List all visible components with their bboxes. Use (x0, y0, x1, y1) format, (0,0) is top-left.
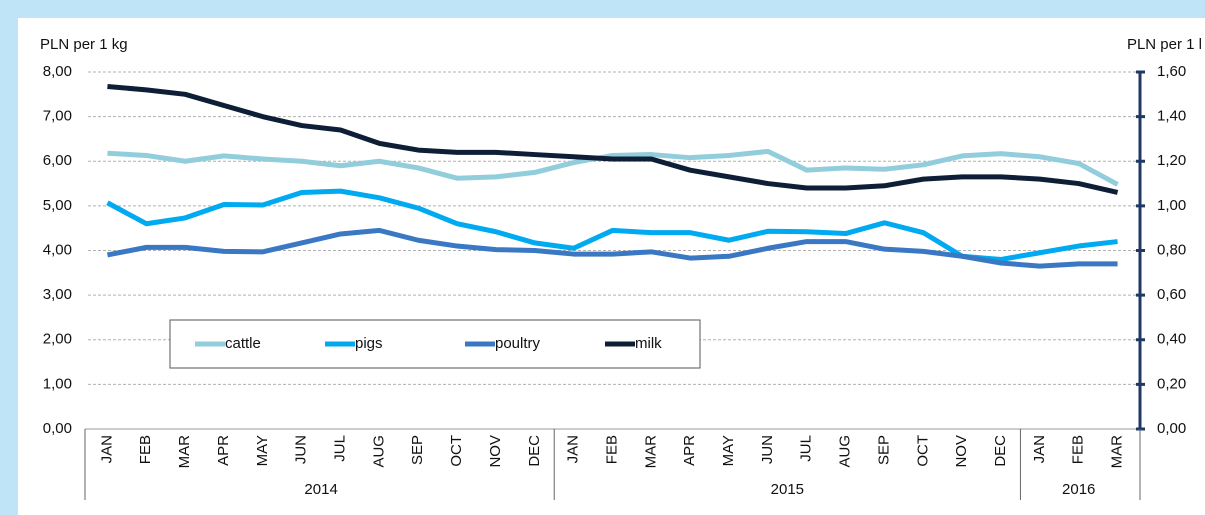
x-tick-label: JUL (332, 435, 349, 462)
x-tick-label: NOV (953, 435, 970, 468)
y2-tick-label: 0,40 (1157, 331, 1186, 348)
x-tick-label: MAR (1109, 435, 1126, 469)
x-tick-label: FEB (603, 435, 620, 464)
legend-label: poultry (495, 335, 541, 352)
y2-tick-label: 1,60 (1157, 63, 1186, 80)
x-group-label: 2015 (771, 481, 804, 498)
legend: cattle pigs poultry milk (169, 319, 701, 369)
y2-tick-label: 1,00 (1157, 197, 1186, 214)
x-tick-label: MAY (720, 435, 737, 466)
x-tick-label: AUG (837, 435, 854, 468)
legend-label: cattle (225, 335, 261, 352)
x-tick-label: FEB (1070, 435, 1087, 464)
x-tick-label: OCT (448, 435, 465, 467)
y-tick-label: 2,00 (43, 331, 72, 348)
legend-label: pigs (355, 335, 383, 352)
x-group-label: 2016 (1062, 481, 1095, 498)
x-tick-label: OCT (914, 435, 931, 467)
x-tick-label: DEC (526, 435, 543, 467)
x-group-label: 2014 (304, 481, 337, 498)
x-tick-label: SEP (875, 435, 892, 465)
y-tick-label: 5,00 (43, 197, 72, 214)
x-tick-label: JAN (1031, 435, 1048, 463)
y-tick-label: 0,00 (43, 420, 72, 437)
y-tick-label: 8,00 (43, 63, 72, 80)
y2-tick-label: 0,20 (1157, 375, 1186, 392)
series-line (106, 227, 1118, 269)
x-tick-label: AUG (370, 435, 387, 468)
series-line (106, 188, 1118, 262)
x-tick-label: JUN (759, 435, 776, 464)
y2-tick-label: 1,20 (1157, 152, 1186, 169)
x-tick-label: FEB (137, 435, 154, 464)
x-tick-label: NOV (487, 435, 504, 468)
y2-tick-label: 0,00 (1157, 420, 1186, 437)
x-tick-label: MAR (176, 435, 193, 469)
y-tick-label: 6,00 (43, 152, 72, 169)
y2-axis-label: PLN per 1 l (1127, 36, 1202, 53)
y-axis-label: PLN per 1 kg (40, 36, 128, 53)
x-tick-label: JAN (565, 435, 582, 463)
y-tick-label: 3,00 (43, 286, 72, 303)
y-tick-label: 4,00 (43, 241, 72, 258)
y-tick-label: 1,00 (43, 375, 72, 392)
y2-tick-label: 0,80 (1157, 241, 1186, 258)
y2-tick-label: 1,40 (1157, 108, 1186, 125)
x-tick-label: APR (215, 435, 232, 466)
x-tick-label: JUN (293, 435, 310, 464)
y-tick-label: 7,00 (43, 108, 72, 125)
x-tick-label: JUL (798, 435, 815, 462)
x-tick-label: MAR (642, 435, 659, 469)
legend-label: milk (635, 335, 662, 352)
series-line (107, 148, 1119, 187)
x-tick-label: DEC (992, 435, 1009, 467)
x-tick-label: APR (681, 435, 698, 466)
x-tick-label: JAN (98, 435, 115, 463)
y2-tick-label: 0,60 (1157, 286, 1186, 303)
series-line (107, 84, 1119, 195)
x-tick-label: SEP (409, 435, 426, 465)
x-tick-label: MAY (254, 435, 271, 466)
